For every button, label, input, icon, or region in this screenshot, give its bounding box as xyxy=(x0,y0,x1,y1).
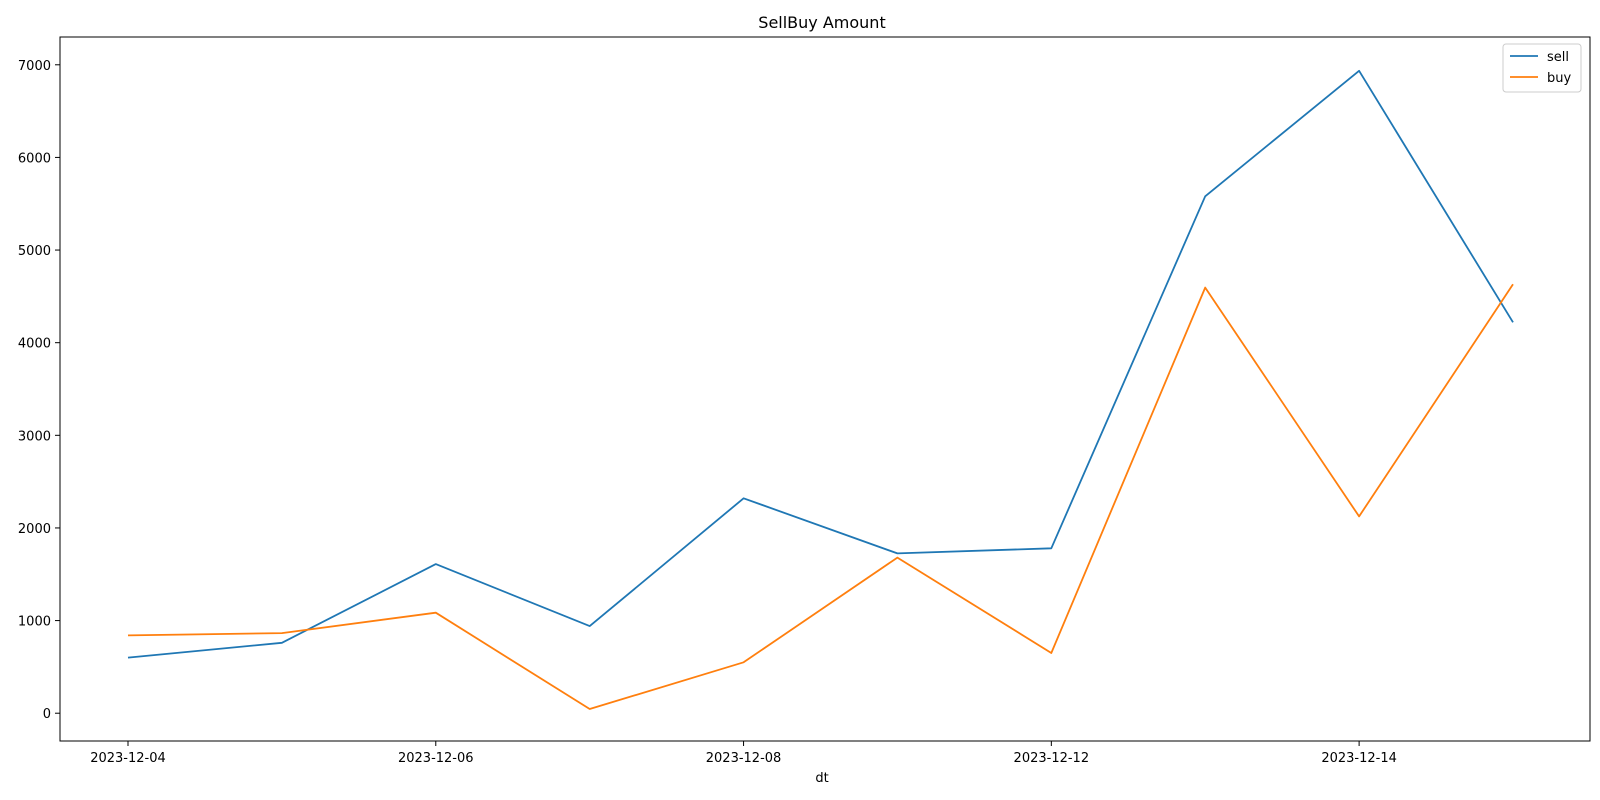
chart-title: SellBuy Amount xyxy=(758,13,885,32)
x-tick-label: 2023-12-12 xyxy=(1014,751,1090,766)
y-tick-label: 1000 xyxy=(18,615,51,630)
y-tick-label: 3000 xyxy=(18,429,51,444)
y-tick-label: 7000 xyxy=(18,59,51,74)
x-tick-label: 2023-12-08 xyxy=(706,751,782,766)
series-line-sell xyxy=(127,69,1514,659)
series-lines xyxy=(127,69,1514,710)
x-tick-label: 2023-12-06 xyxy=(398,751,474,766)
y-tick-label: 5000 xyxy=(18,244,51,259)
y-tick-label: 2000 xyxy=(18,522,51,537)
series-line-buy xyxy=(127,283,1514,710)
x-axis-ticks: 2023-12-04 2023-12-06 2023-12-08 2023-12-12… xyxy=(90,741,1397,766)
x-tick-label: 2023-12-14 xyxy=(1321,751,1397,766)
x-tick-label: 2023-12-04 xyxy=(90,751,166,766)
y-tick-label: 6000 xyxy=(18,151,51,166)
y-tick-label: 4000 xyxy=(18,337,51,352)
y-tick-label: 0 xyxy=(43,707,51,722)
plot-frame xyxy=(59,36,1591,742)
legend-label-buy: buy xyxy=(1547,71,1571,86)
legend-label-sell: sell xyxy=(1547,50,1569,65)
x-axis-label: dt xyxy=(815,771,828,786)
legend: sell buy xyxy=(1502,43,1582,93)
y-axis-ticks: 0 1000 2000 3000 4000 5000 6000 7000 xyxy=(18,59,60,722)
